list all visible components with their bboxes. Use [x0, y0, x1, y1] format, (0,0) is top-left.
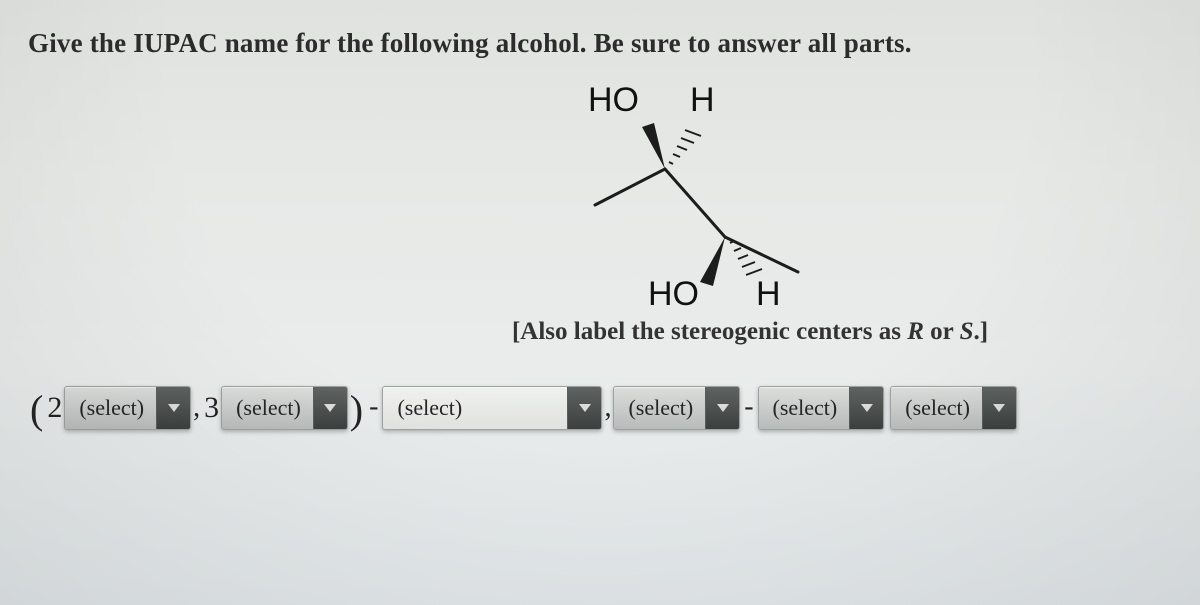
- chevron-down-icon: [313, 387, 347, 429]
- chevron-down-icon: [567, 387, 601, 429]
- chevron-down-icon: [849, 387, 883, 429]
- select-substituent[interactable]: (select): [613, 386, 740, 430]
- select-parent[interactable]: (select): [758, 386, 885, 430]
- paren-open: (: [28, 390, 45, 430]
- select-locants[interactable]: (select): [382, 386, 602, 430]
- dash-top-h: [669, 130, 701, 164]
- sep-2: ,: [602, 392, 613, 424]
- chevron-down-icon: [705, 387, 739, 429]
- locant-1: 2: [45, 391, 64, 425]
- select-locants-label: (select): [383, 395, 567, 421]
- label-top-ho: HO: [588, 81, 639, 120]
- locant-2: 3: [202, 391, 221, 425]
- dash-1: -: [365, 391, 382, 423]
- label-bottom-ho: HO: [648, 275, 699, 314]
- stereo-note-r: R: [907, 318, 924, 345]
- stereo-note: [Also label the stereogenic centers as R…: [28, 318, 1172, 346]
- chevron-down-icon: [982, 387, 1016, 429]
- select-suffix[interactable]: (select): [890, 386, 1017, 430]
- stereo-note-or: or: [924, 318, 960, 345]
- stereo-note-prefix: [Also label the stereogenic centers as: [512, 318, 907, 345]
- label-top-h: H: [690, 81, 715, 120]
- stereo-note-suffix: .]: [973, 318, 988, 345]
- wedge-top-oh: [642, 123, 665, 169]
- sep-1: ,: [191, 392, 202, 424]
- select-substituent-label: (select): [614, 395, 705, 421]
- select-stereo-2-label: (select): [222, 395, 313, 421]
- chevron-down-icon: [156, 387, 190, 429]
- dash-2: -: [740, 391, 757, 423]
- select-stereo-1[interactable]: (select): [64, 386, 191, 430]
- label-bottom-h: H: [756, 275, 781, 314]
- paren-close: ): [348, 390, 365, 430]
- answer-builder-row: ( 2 (select) , 3 (select) ) - (select) ,…: [28, 386, 1172, 430]
- question-prompt: Give the IUPAC name for the following al…: [28, 28, 1172, 59]
- molecule-figure: HO H HO H: [28, 77, 1172, 312]
- select-parent-label: (select): [759, 395, 850, 421]
- stereo-note-s: S: [960, 318, 974, 345]
- select-stereo-1-label: (select): [65, 395, 156, 421]
- select-suffix-label: (select): [891, 395, 982, 421]
- select-stereo-2[interactable]: (select): [221, 386, 348, 430]
- wedge-bottom-oh: [700, 237, 725, 286]
